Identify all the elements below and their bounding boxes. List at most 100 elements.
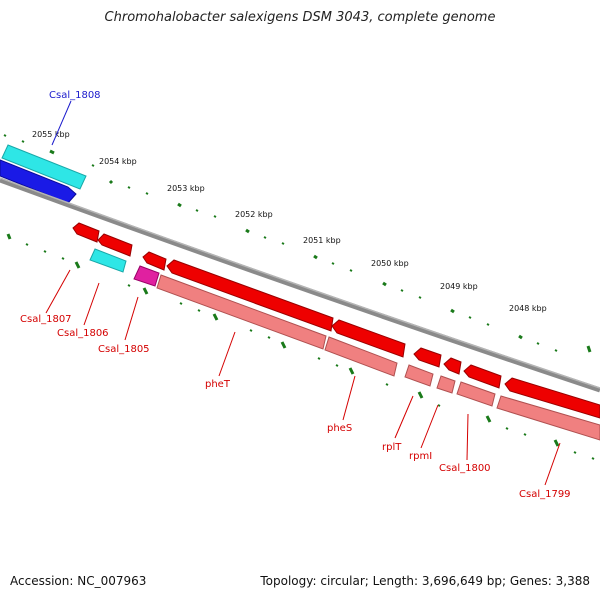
leader-csal1806 — [83, 282, 100, 326]
tick-major — [6, 233, 12, 240]
cds-csal1806[interactable] — [89, 248, 127, 273]
gene-forward-blue[interactable] — [0, 159, 77, 204]
tick-major — [382, 281, 387, 287]
kbp-label: 2055 kbp — [32, 130, 70, 139]
accession-text: Accession: NC_007963 — [10, 574, 147, 588]
genome-backbone — [0, 177, 600, 393]
gene-rpmi[interactable] — [443, 357, 462, 375]
tick-major — [280, 341, 287, 349]
gene-label-csal1800: Csal_1800 — [439, 463, 491, 474]
cds-phes[interactable] — [324, 336, 398, 377]
tick — [249, 329, 253, 332]
gene-phet[interactable] — [166, 259, 334, 332]
gene-label-csal1807: Csal_1807 — [20, 314, 72, 325]
gene-label-csal1808: Csal_1808 — [49, 90, 101, 101]
gene-trna-csal1808[interactable] — [1, 144, 87, 190]
tick — [43, 250, 47, 253]
tick-major — [74, 261, 81, 269]
tick — [179, 302, 183, 305]
tick — [197, 309, 201, 312]
tick — [25, 243, 29, 246]
tick — [3, 134, 7, 137]
tick-major — [586, 345, 592, 353]
gene-label-rpmi: rpmI — [409, 451, 432, 462]
cds-phet[interactable] — [156, 274, 327, 350]
tick — [468, 316, 472, 319]
tick — [536, 342, 540, 345]
gene-csal1807[interactable] — [72, 222, 100, 243]
gene-label-csal1805: Csal_1805 — [98, 344, 150, 355]
gene-label-csal1806: Csal_1806 — [57, 328, 109, 339]
kbp-label: 2048 kbp — [509, 304, 547, 313]
tick-major — [177, 202, 182, 208]
tick — [213, 215, 217, 218]
cds-csal1805[interactable] — [133, 265, 160, 287]
tick — [591, 457, 595, 460]
tick-major — [313, 254, 318, 260]
outer-tick-ring — [3, 134, 592, 353]
tick — [331, 262, 335, 265]
gene-label-rplt: rplT — [382, 442, 402, 453]
leader-csal1808 — [51, 100, 72, 146]
kbp-label: 2053 kbp — [167, 184, 205, 193]
tick — [263, 236, 267, 239]
gene-csal1806[interactable] — [97, 233, 133, 257]
tick — [91, 164, 95, 167]
kbp-label: 2050 kbp — [371, 259, 409, 268]
leader-phet — [218, 331, 236, 377]
tick — [486, 323, 490, 326]
tick-major — [108, 179, 114, 185]
cds-rpmi[interactable] — [436, 375, 456, 394]
tick — [281, 242, 285, 245]
tick-major — [245, 228, 250, 234]
tick — [554, 349, 558, 352]
tick — [505, 427, 509, 430]
tick — [400, 289, 404, 292]
tick — [418, 296, 422, 299]
genome-stats-text: Topology: circular; Length: 3,696,649 bp… — [260, 574, 590, 588]
leader-csal1799 — [544, 442, 561, 486]
tick — [573, 451, 577, 454]
tick — [127, 284, 131, 287]
tick — [385, 383, 389, 386]
gene-label-phet: pheT — [205, 379, 231, 390]
tick — [21, 140, 25, 143]
tick-major — [348, 367, 355, 375]
tick-major — [142, 287, 149, 295]
gene-label-csal1799: Csal_1799 — [519, 489, 571, 500]
leader-csal1800 — [466, 413, 469, 461]
cds-csal1800[interactable] — [456, 381, 496, 407]
tick-major — [553, 439, 560, 447]
tick — [349, 269, 353, 272]
tick — [61, 257, 65, 260]
gene-phes[interactable] — [331, 319, 406, 358]
kbp-label: 2051 kbp — [303, 236, 341, 245]
leader-csal1807 — [45, 269, 71, 314]
kbp-label: 2052 kbp — [235, 210, 273, 219]
tick — [195, 209, 199, 212]
leader-lines — [45, 100, 561, 486]
cds-rplt[interactable] — [404, 364, 434, 387]
gene-csal1805[interactable] — [142, 251, 167, 271]
tick-major — [49, 149, 55, 155]
cds-csal1799[interactable] — [496, 395, 600, 441]
kbp-label: 2054 kbp — [99, 157, 137, 166]
tick-major — [450, 308, 455, 314]
tick-major — [518, 334, 523, 340]
gene-rplt[interactable] — [413, 347, 442, 368]
gene-label-phes: pheS — [327, 423, 352, 434]
tick — [267, 336, 271, 339]
kbp-label: 2049 kbp — [440, 282, 478, 291]
tick — [335, 364, 339, 367]
leader-rpmi — [420, 404, 439, 449]
map-title: Chromohalobacter salexigens DSM 3043, co… — [104, 10, 496, 25]
tick-major — [212, 313, 219, 321]
gene-csal1800[interactable] — [463, 364, 502, 389]
leader-rplt — [394, 395, 414, 439]
gene-csal1799[interactable] — [504, 377, 600, 419]
tick-major — [417, 391, 424, 399]
tick — [127, 186, 131, 189]
leader-phes — [342, 375, 356, 421]
tick — [523, 433, 527, 436]
